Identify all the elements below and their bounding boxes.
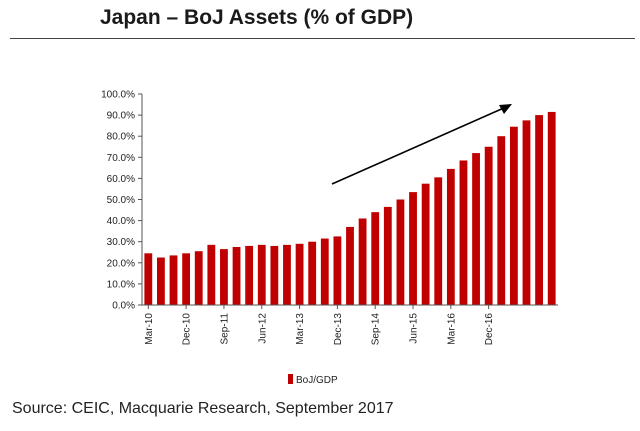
bar — [207, 244, 216, 305]
trend-arrow-head — [499, 104, 512, 114]
x-tick-label: Jun-12 — [257, 313, 268, 344]
x-tick-label: Mar-16 — [446, 313, 457, 345]
bar — [169, 255, 178, 305]
y-tick-label: 20.0% — [107, 258, 135, 269]
bar — [535, 115, 543, 305]
bar — [346, 226, 354, 305]
y-tick-label: 100.0% — [101, 90, 135, 101]
chart-title: Japan – BoJ Assets (% of GDP) — [100, 6, 414, 29]
bar — [308, 241, 317, 305]
y-tick-label: 40.0% — [107, 216, 135, 227]
bar — [245, 245, 254, 305]
bar — [472, 153, 480, 305]
bar — [409, 192, 417, 305]
y-tick-label: 70.0% — [107, 153, 135, 164]
trend-arrow — [331, 104, 512, 185]
bar — [484, 146, 493, 305]
trend-arrow-shaft — [331, 106, 507, 185]
title-divider — [10, 38, 635, 39]
bar — [459, 160, 468, 305]
bar — [220, 249, 228, 305]
bar — [434, 177, 443, 305]
x-tick-label: Dec-10 — [182, 313, 193, 346]
bar — [371, 212, 380, 305]
legend: BoJ/GDP — [288, 374, 338, 386]
bar — [497, 136, 506, 305]
y-axis: 0.0% 10.0% 20.0% 30.0% 40.0% 50.0% 60.0% 70.0% 8… — [101, 90, 143, 312]
bar — [358, 218, 367, 305]
bar — [396, 199, 405, 305]
x-axis: Mar-10 Dec-10 Sep-11 Jun-12 Mar-13 Dec-13 Sep-… — [142, 304, 558, 346]
bar — [182, 253, 191, 305]
bar — [157, 257, 165, 305]
x-tick-label: Sep-11 — [219, 313, 230, 345]
x-tick-label: Sep-14 — [371, 313, 382, 346]
x-tick-label: Dec-13 — [333, 313, 344, 346]
y-tick-label: 90.0% — [107, 111, 135, 122]
bar — [144, 253, 153, 305]
bar — [295, 243, 304, 305]
bar — [522, 120, 531, 305]
source-note: Source: CEIC, Macquarie Research, Septem… — [12, 400, 394, 417]
bar — [320, 238, 329, 305]
x-tick-label: Jun-15 — [409, 313, 420, 344]
y-tick-label: 10.0% — [107, 279, 135, 290]
bar — [333, 236, 342, 305]
x-tick-label: Mar-13 — [295, 313, 306, 345]
bar — [509, 126, 518, 305]
y-tick-label: 0.0% — [112, 301, 135, 312]
bar — [383, 206, 392, 305]
bar — [232, 246, 241, 305]
bar — [547, 111, 556, 305]
bar-series-boj-gdp — [144, 111, 556, 305]
bar — [446, 168, 455, 305]
bar — [283, 244, 291, 305]
legend-swatch — [288, 374, 293, 384]
bar — [257, 244, 266, 305]
x-tick-label: Mar-10 — [144, 313, 155, 345]
legend-label: BoJ/GDP — [296, 375, 338, 386]
y-tick-label: 80.0% — [107, 132, 135, 143]
x-tick-label: Dec-16 — [484, 313, 495, 346]
bar — [194, 251, 203, 305]
y-tick-label: 60.0% — [107, 174, 135, 185]
bar — [421, 183, 430, 305]
bar-chart: 0.0% 10.0% 20.0% 30.0% 40.0% 50.0% 60.0% 70.0% 8… — [101, 90, 558, 386]
y-tick-label: 50.0% — [107, 195, 135, 206]
bar — [270, 245, 279, 305]
y-tick-label: 30.0% — [107, 237, 135, 248]
